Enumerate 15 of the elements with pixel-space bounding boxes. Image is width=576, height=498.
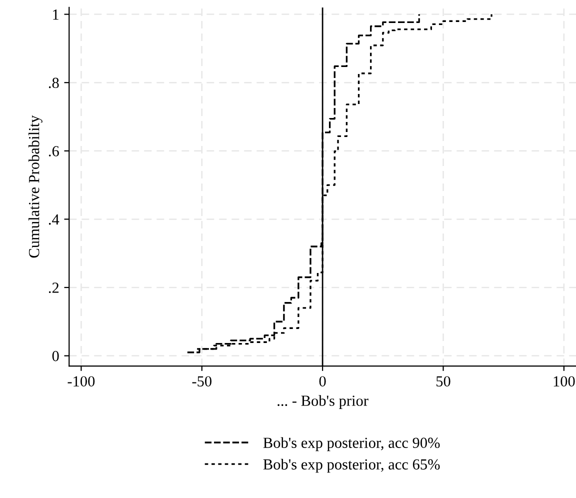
x-tick-label: 0 xyxy=(319,376,326,387)
y-tick-label: .2 xyxy=(48,282,59,294)
x-tick-label: -100 xyxy=(68,376,95,387)
x-tick-label: 50 xyxy=(436,376,450,387)
y-tick-label: .4 xyxy=(48,214,60,225)
legend-label: Bob's exp posterior, acc 65% xyxy=(263,458,440,473)
x-axis-title: ... - Bob's prior xyxy=(278,395,368,410)
y-tick-label: 1 xyxy=(53,10,58,20)
y-tick-label: .6 xyxy=(48,146,59,156)
x-tick-label: 100 xyxy=(554,376,575,387)
y-axis-title: Cumulative Probability xyxy=(28,115,42,258)
legend-label: Bob's exp posterior, acc 90% xyxy=(263,437,440,452)
y-tick-label: .8 xyxy=(48,78,59,88)
x-tick-label: -50 xyxy=(192,376,212,387)
y-tick-label: 0 xyxy=(52,350,59,362)
